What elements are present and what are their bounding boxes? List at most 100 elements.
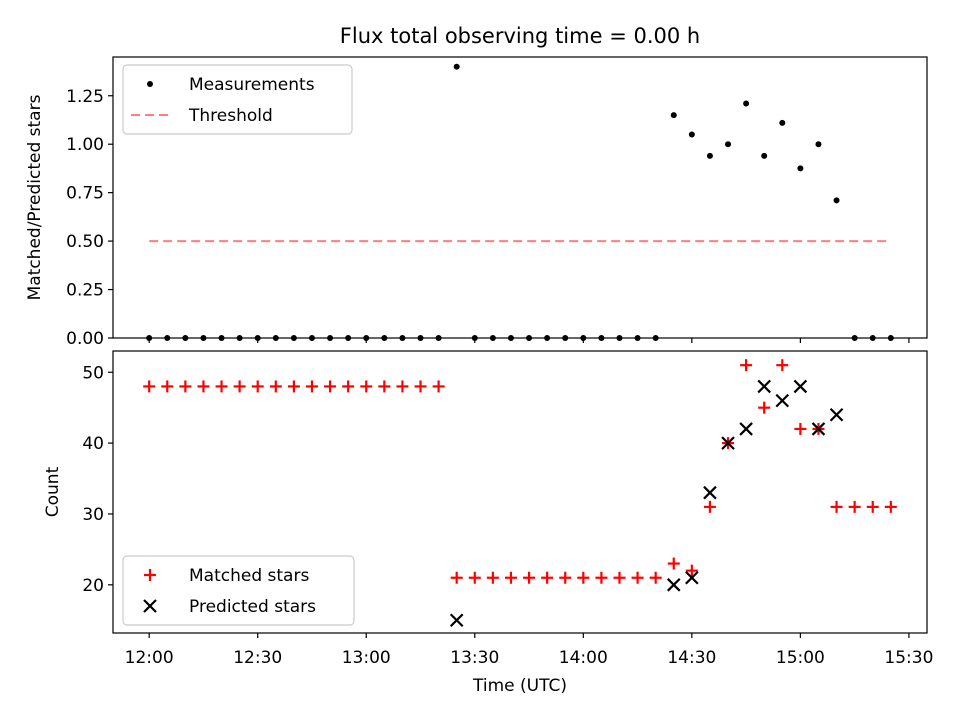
matched-star-point: [703, 500, 716, 513]
matched-star-point: [414, 380, 427, 393]
measurement-point: [634, 335, 641, 341]
matched-star-point: [342, 380, 355, 393]
predicted-star-point-d2: [739, 422, 753, 436]
matched-star-point: [848, 500, 861, 513]
y-tick-label: 1.25: [66, 87, 104, 107]
predicted-star-point-d2: [775, 393, 790, 408]
measurement-point: [580, 335, 587, 341]
predicted-star-point-d2: [757, 379, 771, 394]
y-tick-label: 0.25: [66, 281, 104, 301]
measurement-point: [453, 63, 460, 70]
y-tick-label: 0.50: [66, 232, 104, 252]
matched-star-point: [740, 359, 753, 372]
matched-star-point: [685, 564, 698, 577]
measurement-point: [507, 335, 514, 341]
measurement-point: [345, 335, 352, 341]
x-tick-label: 12:30: [233, 648, 282, 668]
measurement-point: [164, 335, 171, 341]
matched-star-point: [396, 380, 409, 393]
predicted-star-point: [811, 422, 826, 436]
predicted-star-point-d2: [829, 407, 844, 422]
measurement-point: [218, 335, 225, 341]
y-tick-label: 0.75: [66, 184, 104, 204]
matched-star-point: [504, 571, 517, 584]
measurement-point: [688, 131, 695, 138]
y-tick-label: 40: [82, 434, 104, 454]
measurement-point: [471, 335, 478, 341]
matched-star-point: [595, 571, 608, 584]
matched-star-point: [559, 571, 572, 584]
matched-star-point: [577, 571, 590, 584]
predicted-star-point-d2: [793, 379, 808, 394]
measurement-point: [381, 335, 388, 341]
legend-matched-swatch: [144, 569, 156, 581]
predicted-star-point-d2: [449, 613, 464, 628]
measurement-point: [417, 335, 424, 341]
plot-frame-2: [112, 350, 928, 634]
measurement-point: [146, 335, 153, 341]
matched-star-point: [613, 571, 626, 584]
y-axis-label: Matched/Predicted stars: [25, 94, 45, 300]
measurement-point: [670, 112, 677, 119]
matched-star-point: [251, 380, 264, 393]
measurement-point: [435, 335, 442, 341]
legend-box-1: [122, 64, 353, 135]
matched-star-point: [215, 380, 228, 393]
measurement-point: [272, 335, 279, 341]
matched-star-point: [450, 571, 463, 584]
measurement-point: [598, 335, 605, 341]
y-tick-label: 20: [82, 576, 104, 596]
matched-star-point: [305, 380, 318, 393]
x-tick-label: 14:00: [559, 648, 608, 668]
chart-title: Flux total observing time = 0.00 h: [340, 24, 700, 48]
x-tick-label: 13:00: [342, 648, 391, 668]
measurement-point: [797, 165, 804, 172]
legend-predicted-swatch: [143, 599, 157, 613]
measurement-point: [363, 335, 370, 341]
predicted-star-point-d2: [685, 570, 699, 585]
legend-label: Predicted stars: [189, 597, 316, 617]
matched-star-point: [143, 380, 156, 393]
predicted-star-point-d2: [703, 485, 717, 500]
matched-star-point: [378, 380, 391, 393]
legend-predicted-swatch-d2: [143, 599, 157, 613]
measurement-point: [761, 152, 768, 159]
matched-star-point: [287, 380, 300, 393]
predicted-star-point: [793, 379, 808, 394]
predicted-star-point-d2: [811, 422, 826, 436]
y-tick-label: 30: [82, 505, 104, 525]
measurement-point: [743, 100, 750, 107]
matched-star-point: [866, 500, 879, 513]
legend-label: Matched stars: [189, 566, 309, 586]
measurement-point: [869, 335, 876, 341]
measurement-point: [290, 335, 297, 341]
y-axis-label: Count: [43, 466, 63, 517]
measurement-point: [544, 335, 551, 341]
x-tick-label: 15:30: [884, 648, 933, 668]
matched-star-point: [486, 571, 499, 584]
matched-star-point: [649, 571, 662, 584]
predicted-star-point: [703, 485, 717, 500]
matched-star-point: [667, 557, 680, 570]
matched-star-point: [794, 422, 807, 435]
x-tick-label: 14:30: [667, 648, 716, 668]
measurement-point: [236, 335, 243, 341]
measurement-point: [725, 141, 732, 148]
x-axis-label: Time (UTC): [472, 676, 567, 696]
predicted-star-point: [685, 570, 699, 585]
matched-star-point: [884, 500, 897, 513]
plot-frame-1: [112, 56, 928, 339]
matched-star-point: [468, 571, 481, 584]
measurement-point: [851, 335, 858, 341]
matched-star-point: [233, 380, 246, 393]
measurement-point: [399, 335, 406, 341]
predicted-star-point: [449, 613, 464, 628]
matched-star-point: [830, 500, 843, 513]
measurement-point: [200, 335, 207, 341]
matched-star-point: [324, 380, 337, 393]
matched-star-point: [758, 401, 771, 414]
predicted-star-point: [757, 379, 771, 394]
measurement-point: [652, 335, 659, 341]
measurement-point: [779, 119, 786, 126]
